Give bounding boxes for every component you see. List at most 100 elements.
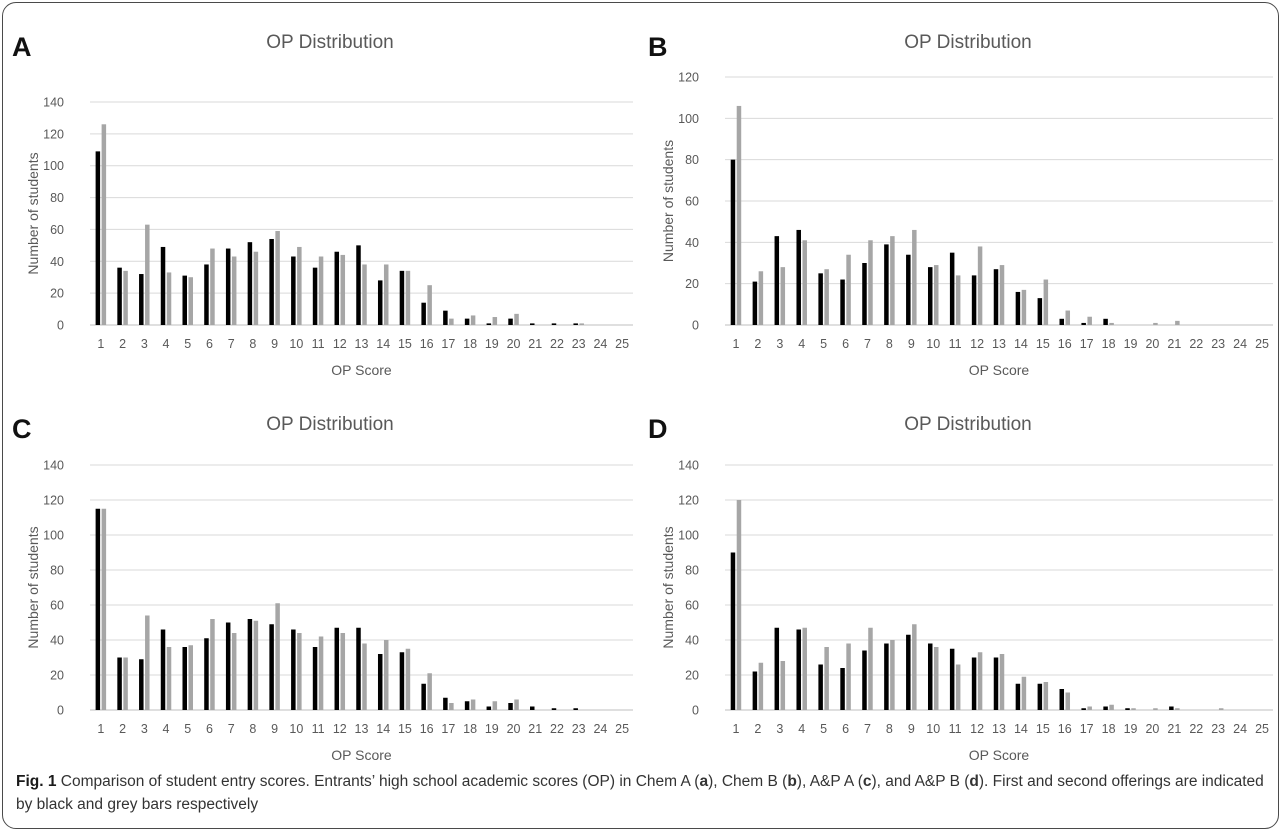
panel-a-ytick-label: 20 xyxy=(50,287,64,301)
panel-d-ytick-label: 120 xyxy=(678,494,699,508)
panel-a-ylabel: Number of students xyxy=(25,152,41,274)
panel-b-xtick-label: 12 xyxy=(970,337,984,351)
panel-a-xtick-label: 5 xyxy=(184,337,191,351)
panel-a-bar-s2-10 xyxy=(297,246,302,325)
panel-d-xtick-label: 9 xyxy=(908,722,915,736)
panel-b-ytick-label: 120 xyxy=(678,71,699,85)
panel-c-bar-s2-18 xyxy=(470,699,476,710)
panel-c-bar-s1-19 xyxy=(486,706,492,710)
panel-d-bar-s2-16 xyxy=(1065,692,1071,710)
panel-a-xtick-label: 7 xyxy=(228,337,235,351)
panel-d-bar-s2-2 xyxy=(758,662,764,710)
panel-a-xtick-label: 8 xyxy=(249,337,256,351)
panel-c-bar-s2-13 xyxy=(362,643,367,710)
panel-d-bar-s2-6 xyxy=(846,643,851,710)
panel-b-bar-s2-6 xyxy=(846,254,851,325)
panel-c-ytick-label: 100 xyxy=(43,529,64,543)
panel-d-xtick-label: 20 xyxy=(1145,722,1159,736)
panel-a-xtick-label: 3 xyxy=(141,337,148,351)
panel-a-bar-s1-10 xyxy=(291,256,296,325)
panel-d-bar-s1-13 xyxy=(993,657,999,710)
panel-a-xtick-label: 2 xyxy=(119,337,126,351)
panel-c-title: OP Distribution xyxy=(266,414,393,435)
panel-a-bar-s2-12 xyxy=(340,254,346,325)
panel-a-xtick-label: 6 xyxy=(206,337,213,351)
panel-c-xtick-label: 12 xyxy=(333,722,347,736)
panel-b-bar-s2-21 xyxy=(1175,320,1180,325)
caption-text-2: ), Chem B ( xyxy=(708,773,788,790)
panel-c-bar-s1-23 xyxy=(573,708,578,710)
panel-d-xtick-label: 13 xyxy=(992,722,1006,736)
panel-c-xtick-label: 3 xyxy=(141,722,148,736)
panel-a-xtick-label: 18 xyxy=(463,337,477,351)
panel-c-bar-s1-6 xyxy=(204,638,209,710)
panel-b-bar-s1-10 xyxy=(927,267,933,325)
panel-d-bar-s2-14 xyxy=(1021,676,1027,710)
panel-c-bar-s1-5 xyxy=(182,647,187,710)
caption-text-1: Entrants’ high school academic scores (O… xyxy=(309,773,700,790)
panel-a-xtick-label: 21 xyxy=(528,337,542,351)
panel-d-xtick-label: 17 xyxy=(1080,722,1094,736)
panel-c-bar-s1-20 xyxy=(508,703,513,710)
panel-d-bar-s1-16 xyxy=(1059,689,1065,710)
panel-d-xtick-label: 1 xyxy=(732,722,739,736)
panel-c-bar-s1-21 xyxy=(530,706,535,710)
panel-b-label: B xyxy=(648,32,668,62)
panel-c-ylabel: Number of students xyxy=(25,526,41,648)
panel-d-bar-s1-4 xyxy=(796,629,801,710)
panel-c-xtick-label: 2 xyxy=(119,722,126,736)
caption-text-5: ). First and second offerings are indica… xyxy=(16,773,1264,813)
panel-b-xtick-label: 21 xyxy=(1167,337,1181,351)
panel-d-xtick-label: 2 xyxy=(754,722,761,736)
panel-b-xtick-label: 17 xyxy=(1080,337,1094,351)
panel-b-bar-s1-13 xyxy=(993,269,999,325)
panel-b-bar-s2-14 xyxy=(1021,289,1027,325)
panel-a-bar-s2-8 xyxy=(253,251,259,325)
caption-ref-a: a xyxy=(699,773,709,790)
panel-c-bar-s1-12 xyxy=(334,627,340,710)
panel-b-bar-s2-11 xyxy=(955,275,961,325)
panel-b-ytick-label: 20 xyxy=(685,277,699,291)
panel-c-bar-s1-9 xyxy=(269,624,274,710)
panel-b-bar-s1-7 xyxy=(862,263,867,325)
panel-a-bar-s2-7 xyxy=(231,256,237,325)
panel-d-bar-s2-11 xyxy=(955,664,961,710)
panel-c-bar-s2-1 xyxy=(101,508,107,710)
panel-d-bar-s2-20 xyxy=(1153,708,1158,710)
panel-b-bar-s2-5 xyxy=(824,269,829,325)
panel-b-bar-s2-17 xyxy=(1087,316,1092,325)
panel-c-xtick-label: 7 xyxy=(228,722,235,736)
panel-a-bar-s1-22 xyxy=(551,323,557,325)
panel-a-bar-s1-21 xyxy=(530,323,535,325)
panel-a-bar-s1-12 xyxy=(334,251,340,325)
panel-a-bar-s1-4 xyxy=(160,246,166,325)
panel-b-bar-s2-9 xyxy=(912,229,917,325)
panel-c-xtick-label: 1 xyxy=(97,722,104,736)
panel-b-bar-s2-12 xyxy=(977,246,983,325)
panel-d-bar-s2-18 xyxy=(1109,704,1114,710)
panel-b-bar-s2-7 xyxy=(868,240,873,325)
panel-a-bar-s2-6 xyxy=(210,248,215,325)
panel-d-xtick-label: 5 xyxy=(820,722,827,736)
panel-b-bar-s1-16 xyxy=(1059,318,1065,325)
panel-c-ytick-label: 140 xyxy=(43,459,64,473)
panel-a-ytick-label: 40 xyxy=(50,255,64,269)
panel-b-ylabel: Number of students xyxy=(660,140,676,262)
panel-a-bar-s1-3 xyxy=(139,274,144,325)
panel-a-ytick-label: 60 xyxy=(50,223,64,237)
panel-a-xtick-label: 1 xyxy=(97,337,104,351)
panel-c-ytick-label: 20 xyxy=(50,669,64,683)
panel-b-ytick-label: 0 xyxy=(692,319,699,333)
panel-b-bar-s1-18 xyxy=(1103,318,1108,325)
panel-a-bar-s1-8 xyxy=(247,242,253,325)
panel-b-bar-s1-4 xyxy=(796,229,801,325)
panel-d-xtick-label: 7 xyxy=(864,722,871,736)
panel-c-bar-s2-6 xyxy=(210,619,215,710)
panel-b-ytick-label: 40 xyxy=(685,236,699,250)
panel-a-xtick-label: 19 xyxy=(485,337,499,351)
panel-c-xtick-label: 11 xyxy=(312,722,325,736)
panel-a-bar-s1-11 xyxy=(312,267,318,325)
panel-a-bar-s1-23 xyxy=(573,323,578,325)
panel-c-xtick-label: 10 xyxy=(289,722,303,736)
caption-text-4: ), and A&P B ( xyxy=(871,773,970,790)
